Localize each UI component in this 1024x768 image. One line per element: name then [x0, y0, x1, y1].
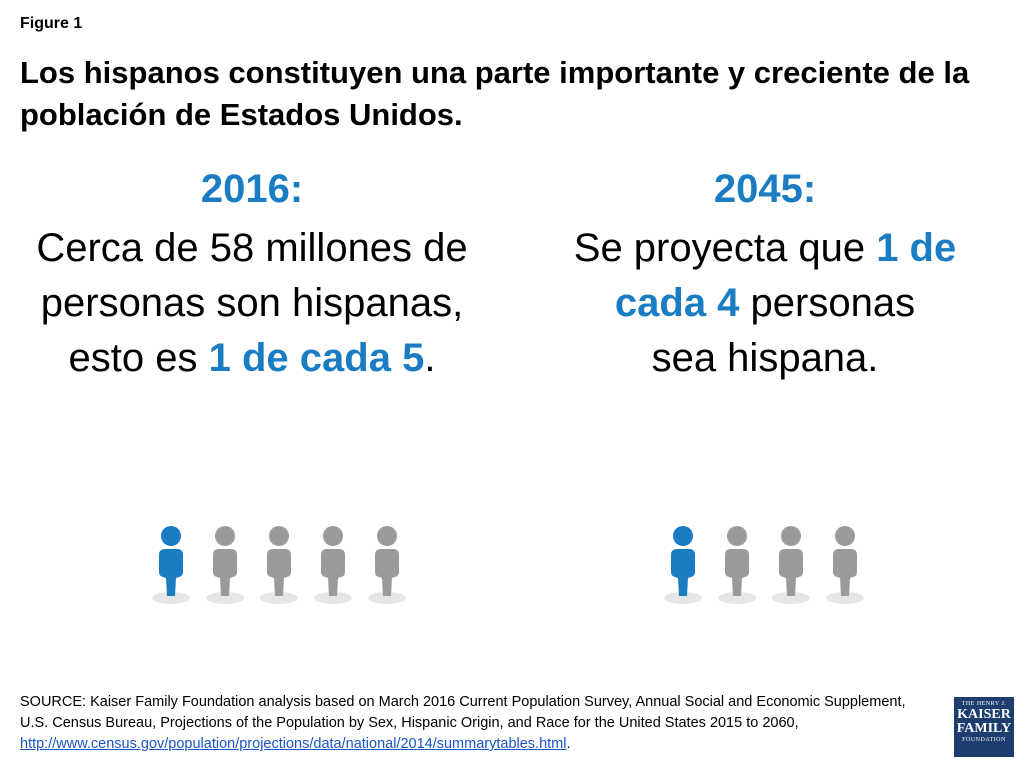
person-icon [314, 526, 352, 604]
person-shadow [206, 592, 244, 604]
person-head [161, 526, 181, 546]
source-end: . [566, 736, 571, 752]
stat-2045: 2045: Se proyecta que 1 de cada 4 person… [524, 165, 1006, 386]
person-shadow [260, 592, 298, 604]
stat-2016: 2016: Cerca de 58 millones de personas s… [14, 165, 490, 386]
person-body [833, 549, 857, 596]
person-body [375, 549, 399, 596]
person-2016-3 [258, 520, 300, 611]
source-link[interactable]: http://www.census.gov/population/project… [20, 736, 567, 752]
logo-line3: FOUNDATION [962, 737, 1006, 743]
logo-line1: THE HENRY J. [961, 701, 1007, 707]
person-2045-4 [824, 520, 866, 611]
stat-2045-highlight-a: 1 de [876, 226, 957, 270]
person-body [779, 549, 803, 596]
logo-line2b: FAMILY [956, 721, 1012, 736]
stat-2045-line1-pre: Se proyecta que [573, 226, 877, 270]
person-head [727, 526, 747, 546]
person-shadow [772, 592, 810, 604]
person-head [673, 526, 693, 546]
person-2045-3 [770, 520, 812, 611]
person-body [321, 549, 345, 596]
person-head [269, 526, 289, 546]
person-shadow [826, 592, 864, 604]
person-2016-5 [366, 520, 408, 611]
person-2045-2 [716, 520, 758, 611]
person-head [377, 526, 397, 546]
stat-2016-line2: personas son hispanas, [40, 281, 464, 325]
person-body [267, 549, 291, 596]
stat-2016-line3: esto es 1 de cada 5. [14, 331, 490, 386]
person-2016-2 [204, 520, 246, 611]
person-icon-highlighted [664, 526, 702, 604]
kff-logo: THE HENRY J. KAISER FAMILY FOUNDATION [954, 697, 1014, 757]
page-title: Los hispanos constituyen una parte impor… [20, 55, 970, 132]
stat-2016-highlight: 1 de cada 5 [208, 336, 425, 380]
person-2016-1 [150, 520, 192, 611]
person-shadow [314, 592, 352, 604]
person-body [671, 549, 695, 596]
person-body [725, 549, 749, 596]
stat-2016-line1: Cerca de 58 millones de [36, 226, 468, 270]
person-2045-1 [662, 520, 704, 611]
stat-2045-line1: Se proyecta que 1 de [524, 221, 1006, 276]
person-body [159, 549, 183, 596]
year-2045: 2045: [713, 167, 817, 211]
stat-2045-highlight-b: cada 4 [614, 281, 740, 325]
person-icon-highlighted [152, 526, 190, 604]
person-icon [718, 526, 756, 604]
person-icon [772, 526, 810, 604]
stat-2045-line2-post: personas [739, 281, 916, 325]
person-shadow [718, 592, 756, 604]
figure-label: Figure 1 [20, 15, 83, 32]
stat-2016-line3-post: . [424, 336, 436, 380]
person-shadow [368, 592, 406, 604]
person-icon [368, 526, 406, 604]
stat-2045-line3: sea hispana. [651, 336, 879, 380]
person-head [781, 526, 801, 546]
source-text: SOURCE: Kaiser Family Foundation analysi… [20, 694, 906, 731]
person-head [215, 526, 235, 546]
person-2016-4 [312, 520, 354, 611]
person-head [323, 526, 343, 546]
logo-line2a: KAISER [957, 707, 1011, 722]
stat-2016-line3-pre: esto es [68, 336, 209, 380]
stat-2045-line2: cada 4 personas [524, 276, 1006, 331]
source-note: SOURCE: Kaiser Family Foundation analysi… [20, 692, 920, 755]
person-icon [206, 526, 244, 604]
year-2016: 2016: [200, 167, 304, 211]
person-icon [826, 526, 864, 604]
person-body [213, 549, 237, 596]
person-shadow [664, 592, 702, 604]
person-shadow [152, 592, 190, 604]
person-head [835, 526, 855, 546]
person-icon [260, 526, 298, 604]
